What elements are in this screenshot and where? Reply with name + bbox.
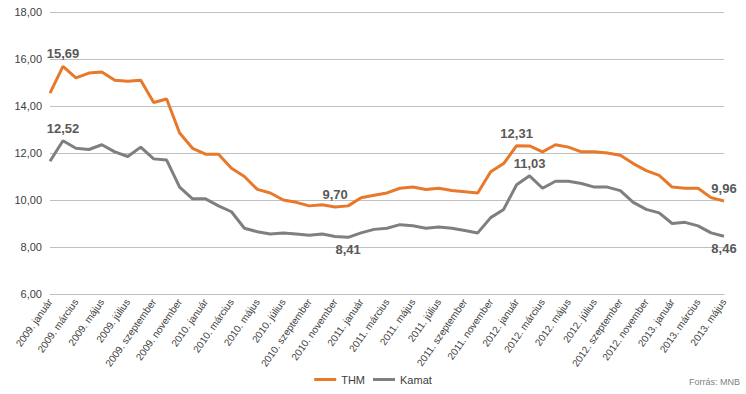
svg-text:10,00: 10,00 [14,194,42,206]
svg-text:14,00: 14,00 [14,100,42,112]
svg-text:12,00: 12,00 [14,147,42,159]
svg-text:2012. szeptember: 2012. szeptember [569,296,625,369]
svg-text:8,41: 8,41 [335,242,360,257]
svg-text:2009. március: 2009. március [35,296,81,355]
svg-text:Kamat: Kamat [400,374,432,386]
svg-text:THM: THM [341,374,365,386]
svg-text:8,46: 8,46 [711,241,736,256]
svg-text:2012. július: 2012. július [560,296,599,345]
svg-text:2009. május: 2009. május [66,296,107,348]
svg-text:2011. január: 2011. január [325,296,366,349]
svg-text:12,52: 12,52 [47,121,80,136]
svg-text:2012. január: 2012. január [480,296,522,349]
svg-text:2010. november: 2010. november [289,296,340,362]
svg-text:8,00: 8,00 [21,241,42,253]
svg-text:2010. szeptember: 2010. szeptember [258,296,314,369]
svg-text:2011. szeptember: 2011. szeptember [414,296,470,369]
svg-text:9,70: 9,70 [322,187,347,202]
svg-text:18,00: 18,00 [14,6,42,18]
svg-text:2010. január: 2010. január [169,296,210,349]
svg-text:2012. május: 2012. május [532,296,573,348]
svg-text:2011. március: 2011. március [346,296,392,354]
svg-text:2010. július: 2010. július [249,296,288,345]
svg-text:2011. július: 2011. július [405,296,444,344]
svg-text:2009. november: 2009. november [134,296,185,362]
svg-text:2010. március: 2010. március [190,296,236,355]
svg-text:2012. március: 2012. március [502,296,547,355]
svg-text:2013. január: 2013. január [635,296,677,349]
svg-text:6,00: 6,00 [21,288,42,300]
svg-text:2013. március: 2013. március [657,296,703,355]
svg-text:2009. szeptember: 2009. szeptember [103,296,159,369]
svg-text:2009. július: 2009. július [94,296,133,345]
svg-text:2013. május: 2013. május [688,297,728,348]
svg-text:15,69: 15,69 [47,46,80,61]
svg-text:11,03: 11,03 [514,156,546,171]
svg-text:2009. január: 2009. január [13,296,55,349]
svg-text:2011. november: 2011. november [445,296,495,361]
svg-text:Forrás: MNB: Forrás: MNB [689,377,740,387]
svg-text:9,96: 9,96 [711,181,736,196]
svg-text:2012. november: 2012. november [600,296,651,362]
svg-text:2011. május: 2011. május [377,296,418,348]
svg-text:2010. május: 2010. május [221,296,262,348]
svg-text:12,31: 12,31 [500,126,533,141]
svg-text:16,00: 16,00 [14,53,42,65]
